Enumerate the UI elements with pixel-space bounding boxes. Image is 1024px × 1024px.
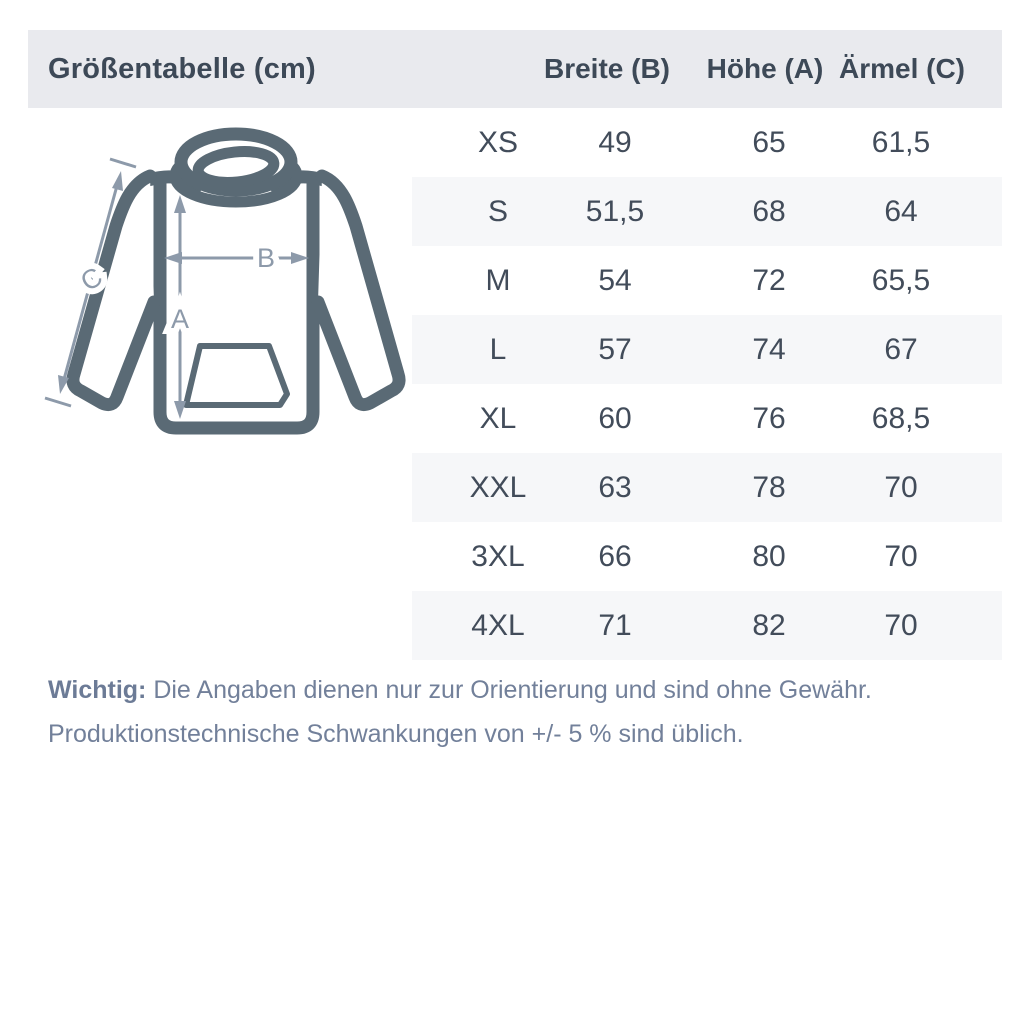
table-row: XL 60 76 68,5	[412, 384, 1002, 453]
width-value: 71	[598, 608, 632, 642]
disclaimer-text-1: Die Angaben dienen nur zur Orientierung …	[153, 676, 872, 704]
width-value: 66	[598, 539, 632, 573]
disclaimer-line-1: Wichtig: Die Angaben dienen nur zur Orie…	[48, 668, 968, 712]
sleeve-arrow	[61, 181, 120, 384]
hoodie-icon: A B C	[44, 127, 406, 435]
sleeve-value: 65,5	[871, 263, 931, 297]
disclaimer-note: Wichtig: Die Angaben dienen nur zur Orie…	[48, 668, 968, 756]
height-value: 82	[752, 608, 786, 642]
width-value: 60	[598, 401, 632, 435]
sleeve-value: 67	[884, 332, 918, 366]
height-value: 72	[752, 263, 786, 297]
height-value: 68	[752, 194, 786, 228]
height-value: 80	[752, 539, 786, 573]
sleeve-value: 68,5	[871, 401, 931, 435]
width-value: 57	[598, 332, 632, 366]
size-table: XS 49 65 61,5 S 51,5 68 64 M 54 72 65,5 …	[412, 108, 1002, 660]
label-a: A	[171, 304, 189, 334]
width-value: 63	[598, 470, 632, 504]
size-chart-title: Größentabelle (cm)	[48, 52, 316, 85]
table-row: 3XL 66 80 70	[412, 522, 1002, 591]
column-header-width: Breite (B)	[543, 53, 671, 84]
sleeve-value: 70	[884, 539, 918, 573]
size-label: S	[487, 194, 509, 228]
size-label: XXL	[469, 470, 527, 504]
height-value: 74	[752, 332, 786, 366]
disclaimer-line-2: Produktionstechnische Schwankungen von +…	[48, 720, 744, 748]
column-header-height: Höhe (A)	[706, 53, 824, 84]
column-header-sleeve: Ärmel (C)	[838, 53, 966, 84]
size-label: 3XL	[471, 539, 525, 573]
table-row: 4XL 71 82 70	[412, 591, 1002, 660]
table-row: M 54 72 65,5	[412, 246, 1002, 315]
table-row: XXL 63 78 70	[412, 453, 1002, 522]
table-header-band: Größentabelle (cm) Breite (B) Höhe (A) Ä…	[28, 30, 1002, 108]
table-row: L 57 74 67	[412, 315, 1002, 384]
size-label: M	[485, 263, 511, 297]
sleeve-value: 70	[884, 470, 918, 504]
width-value: 49	[598, 125, 632, 159]
disclaimer-lead: Wichtig:	[48, 676, 147, 704]
size-label: 4XL	[471, 608, 525, 642]
table-row: S 51,5 68 64	[412, 177, 1002, 246]
width-value: 54	[598, 263, 632, 297]
sleeve-value: 70	[884, 608, 918, 642]
size-label: XL	[479, 401, 517, 435]
label-b: B	[257, 243, 275, 273]
sleeve-value: 61,5	[871, 125, 931, 159]
hoodie-measurement-diagram: A B C	[40, 116, 420, 450]
height-value: 78	[752, 470, 786, 504]
height-value: 65	[752, 125, 786, 159]
sleeve-value: 64	[884, 194, 918, 228]
height-value: 76	[752, 401, 786, 435]
size-label: L	[489, 332, 507, 366]
width-value: 51,5	[585, 194, 645, 228]
size-label: XS	[477, 125, 519, 159]
table-row: XS 49 65 61,5	[412, 108, 1002, 177]
